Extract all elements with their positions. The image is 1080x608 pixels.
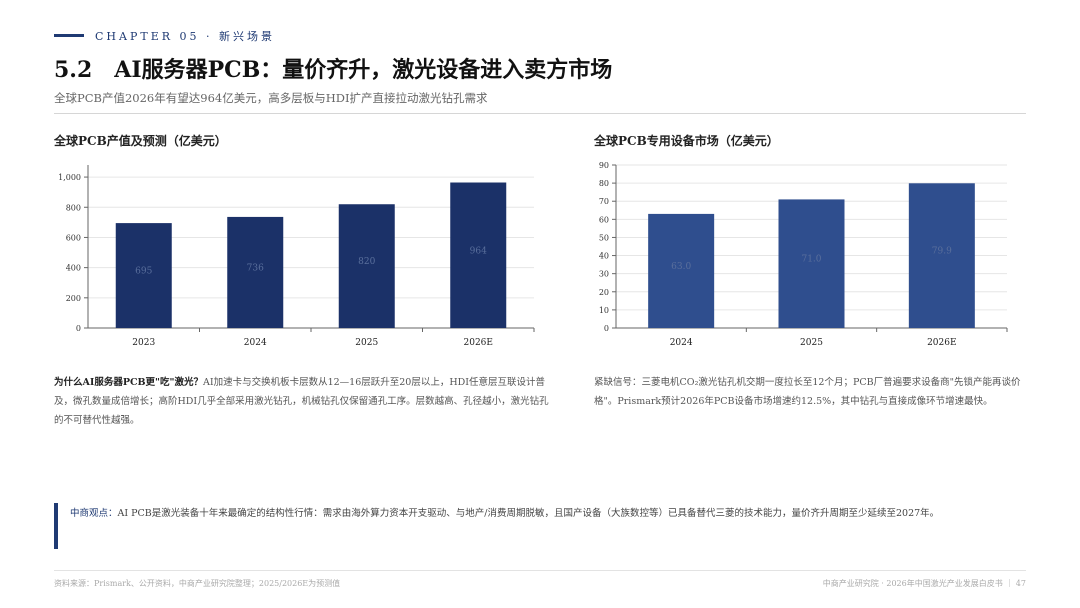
y-tick-label: 70 bbox=[599, 197, 609, 206]
footer-page-info: 中商产业研究院 · 2026年中国激光产业发展白皮书 ｜ 47 bbox=[822, 579, 1026, 588]
left-chart-title: 全球PCB产值及预测（亿美元） bbox=[54, 134, 227, 148]
x-tick-label: 2026E bbox=[464, 338, 493, 348]
bar-value-label: 79.9 bbox=[932, 247, 952, 257]
left-chart-note: 为什么AI服务器PCB更"吃"激光？AI加速卡与交换机板卡层数从12—16层跃升… bbox=[54, 373, 554, 430]
chapter-label: CHAPTER 05 · 新兴场景 bbox=[95, 30, 275, 43]
right-note-heading: 紧缺信号： bbox=[594, 377, 642, 388]
x-tick-label: 2026E bbox=[927, 338, 956, 348]
bar-value-label: 695 bbox=[135, 267, 152, 277]
header-divider bbox=[54, 113, 1026, 114]
x-tick-label: 2025 bbox=[800, 338, 823, 348]
y-tick-label: 30 bbox=[599, 270, 609, 279]
bar-value-label: 736 bbox=[247, 263, 264, 273]
x-tick-label: 2024 bbox=[244, 338, 267, 348]
pcb-equipment-bar-chart: 0 10 20 30 40 50 60 70 80 90 63.0 2024 71.0 2025 79.9 2… bbox=[599, 161, 1008, 348]
viewpoint-label: 中商观点： bbox=[70, 508, 118, 519]
page-subtitle: 全球PCB产值2026年有望达964亿美元，高多层板与HDI扩产直接拉动激光钻孔… bbox=[54, 91, 488, 105]
y-tick-label: 0 bbox=[76, 324, 81, 333]
pcb-output-bar-chart: 0 200 400 600 800 1,000 695 2023 736 2024 820 2025 9… bbox=[58, 165, 535, 348]
left-note-body: AI加速卡与交换机板卡层数从12—16层跃升至20层以上，HDI任意层互联设计普… bbox=[54, 377, 549, 426]
bar bbox=[338, 204, 395, 328]
y-tick-label: 90 bbox=[599, 161, 609, 170]
viewpoint-accent-bar bbox=[54, 503, 58, 549]
y-tick-label: 400 bbox=[66, 264, 81, 273]
y-tick-label: 1,000 bbox=[58, 173, 81, 182]
y-tick-label: 80 bbox=[599, 179, 609, 188]
bar-value-label: 71.0 bbox=[801, 255, 821, 265]
y-tick-label: 20 bbox=[599, 288, 609, 297]
right-chart-title: 全球PCB专用设备市场（亿美元） bbox=[594, 134, 779, 148]
bar bbox=[908, 183, 975, 328]
right-note-body: 三菱电机CO₂激光钻孔机交期一度拉长至12个月；PCB厂普遍要求设备商"先锁产能… bbox=[594, 377, 1021, 407]
bar bbox=[115, 223, 172, 328]
bar-value-label: 820 bbox=[358, 257, 375, 267]
section-number: 5.2 bbox=[54, 57, 93, 83]
footer-divider bbox=[54, 570, 1026, 571]
footer-source: 资料来源：Prismark、公开资料，中商产业研究院整理；2025/2026E为… bbox=[54, 579, 341, 588]
y-tick-label: 800 bbox=[66, 203, 81, 212]
y-tick-label: 10 bbox=[599, 306, 609, 315]
bar-value-label: 964 bbox=[470, 246, 487, 256]
x-tick-label: 2025 bbox=[355, 338, 378, 348]
left-note-heading: 为什么AI服务器PCB更"吃"激光？ bbox=[54, 377, 203, 388]
page-title: 5.2 AI服务器PCB：量价齐升，激光设备进入卖方市场 bbox=[54, 52, 612, 84]
bar-value-label: 63.0 bbox=[671, 262, 691, 272]
y-tick-label: 40 bbox=[599, 252, 609, 261]
viewpoint-callout: 中商观点：AI PCB是激光装备十年来最确定的结构性行情：需求由海外算力资本开支… bbox=[70, 506, 1030, 522]
y-tick-label: 0 bbox=[604, 324, 609, 333]
y-tick-label: 60 bbox=[599, 215, 609, 224]
y-tick-label: 600 bbox=[66, 233, 81, 242]
y-tick-label: 50 bbox=[599, 233, 609, 242]
bar bbox=[450, 182, 507, 328]
section-title: AI服务器PCB：量价齐升，激光设备进入卖方市场 bbox=[114, 57, 613, 83]
bar bbox=[227, 216, 284, 328]
x-tick-label: 2023 bbox=[132, 338, 155, 348]
viewpoint-text: AI PCB是激光装备十年来最确定的结构性行情：需求由海外算力资本开支驱动、与地… bbox=[117, 508, 940, 519]
right-chart-note: 紧缺信号：三菱电机CO₂激光钻孔机交期一度拉长至12个月；PCB厂普遍要求设备商… bbox=[594, 373, 1034, 411]
y-tick-label: 200 bbox=[66, 294, 81, 303]
chapter-accent-bar bbox=[54, 34, 84, 37]
x-tick-label: 2024 bbox=[670, 338, 693, 348]
bar bbox=[778, 199, 845, 328]
bar bbox=[648, 213, 715, 328]
